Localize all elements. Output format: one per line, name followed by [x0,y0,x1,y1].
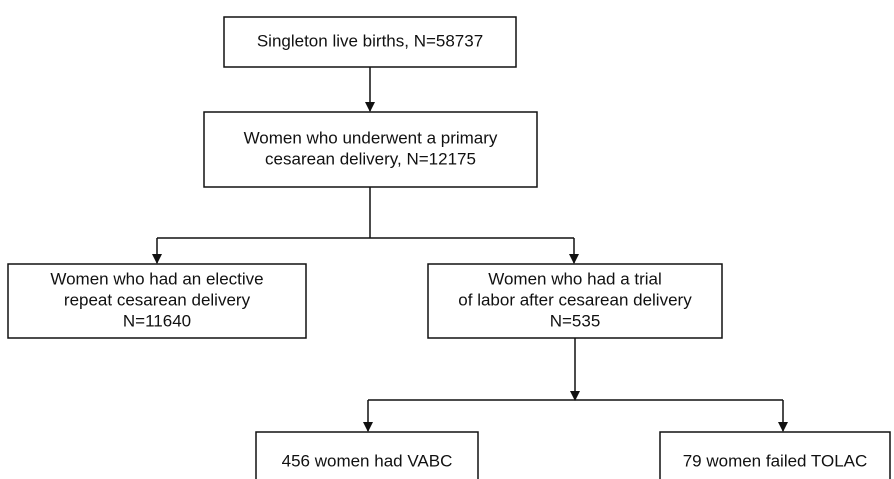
node-box [427,263,723,339]
node-box [223,16,517,68]
flow-node: 456 women had VABC [255,431,479,479]
node-label: Women who underwent a primary [244,128,498,147]
node-label: N=11640 [123,311,191,330]
node-box [255,431,479,479]
node-box [203,111,538,188]
node-label: Women who had an elective [50,269,263,288]
node-label: of labor after cesarean delivery [458,290,692,309]
node-label: N=535 [550,311,601,330]
node-box [7,263,307,339]
node-label: repeat cesarean delivery [64,290,251,309]
flow-node: Women who had an elective repeat cesarean… [7,263,307,339]
node-label: Women who had a trial [488,269,662,288]
flow-node: Singleton live births, N=58737 [223,16,517,68]
node-label: 456 women had VABC [282,451,453,470]
flow-node: Women who underwent a primary cesarean de… [203,111,538,188]
node-label: Singleton live births, N=58737 [257,31,483,50]
flow-node: Women who had a trial of labor after cesa… [427,263,723,339]
flow-node: 79 women failed TOLAC [659,431,891,479]
node-box [659,431,891,479]
node-label: cesarean delivery, N=12175 [265,149,476,168]
node-label: 79 women failed TOLAC [683,451,868,470]
